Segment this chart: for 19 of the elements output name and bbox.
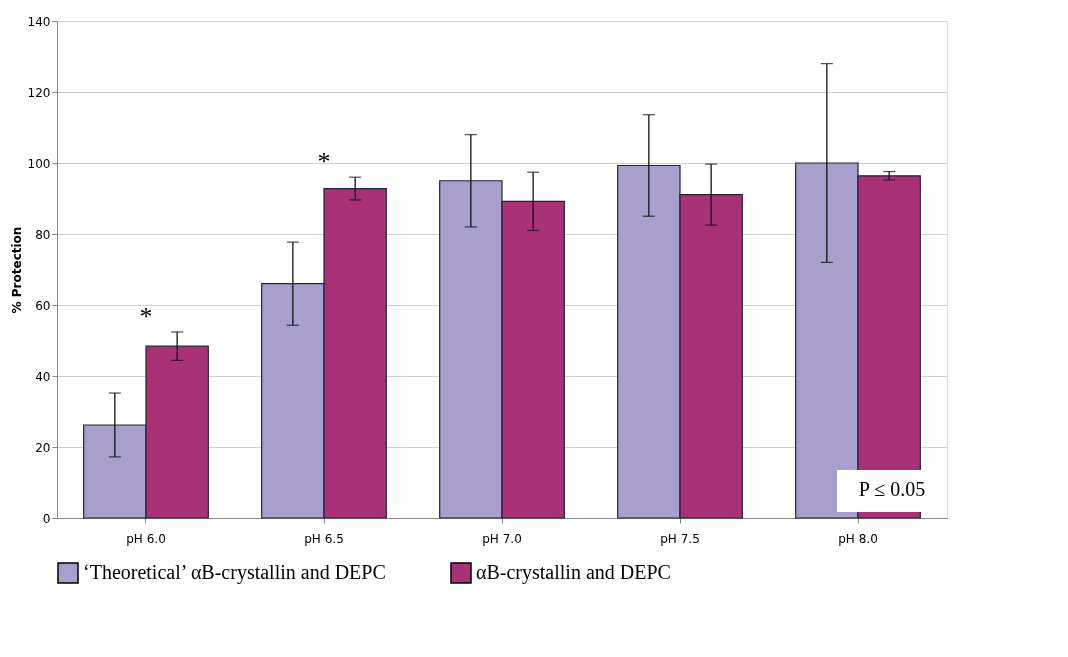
x-tick-label: pH 8.0 bbox=[838, 531, 878, 546]
y-tick-label: 100 bbox=[27, 156, 51, 171]
x-tick-label: pH 6.5 bbox=[304, 531, 344, 546]
y-tick-label: 140 bbox=[27, 14, 51, 29]
y-tick-label: 60 bbox=[35, 298, 51, 313]
y-tick-label: 120 bbox=[27, 85, 51, 100]
annotation: * bbox=[139, 301, 153, 331]
y-tick-label: 0 bbox=[42, 511, 51, 526]
y-tick-label: 80 bbox=[35, 227, 51, 242]
y-tick-label: 40 bbox=[35, 369, 51, 384]
x-tick-label: pH 7.5 bbox=[660, 531, 700, 546]
y-axis-title: % Protection bbox=[9, 226, 24, 314]
x-tick-label: pH 6.0 bbox=[126, 531, 166, 546]
annotation: P ≤ 0.05 bbox=[858, 478, 926, 500]
legend-label: ‘Theoretical’ αB-crystallin and DEPC bbox=[83, 561, 386, 584]
legend-label: αB-crystallin and DEPC bbox=[476, 561, 671, 584]
x-tick-label: pH 7.0 bbox=[482, 531, 522, 546]
y-tick-label: 20 bbox=[35, 440, 51, 455]
annotation: * bbox=[317, 147, 331, 177]
